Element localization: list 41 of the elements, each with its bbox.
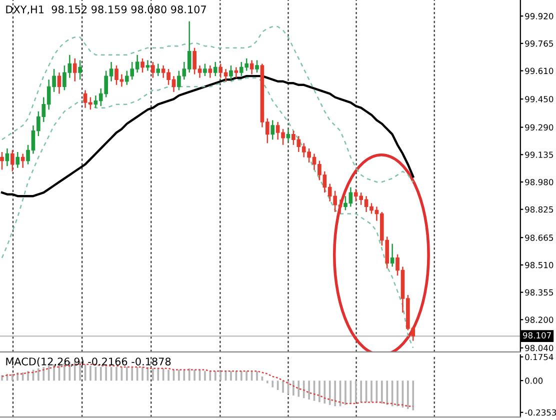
candlestick — [151, 61, 155, 78]
chart-title: MACD(12,26,9) -0.2166 -0.1878 — [6, 357, 171, 367]
candlestick — [0, 151, 4, 170]
candlestick — [213, 61, 218, 77]
candlestick — [16, 151, 20, 168]
candlestick — [72, 58, 77, 82]
y-tick-label: 98.825 — [525, 206, 554, 213]
y-tick-label: 98.510 — [525, 262, 554, 268]
y-tick-label: 98.200 — [525, 316, 554, 323]
candlestick — [208, 64, 212, 78]
candlestick — [229, 64, 233, 80]
line-series — [0, 74, 414, 198]
candlestick — [5, 148, 10, 167]
candlestick — [250, 60, 254, 75]
line-series — [1, 26, 414, 183]
y-tick-label: 99.450 — [525, 96, 554, 102]
y-tick-label: 0.1754 — [525, 354, 554, 360]
y-tick-label: -0.2353 — [524, 409, 556, 416]
chart-title: DXY,H1 98.152 98.159 98.080 98.107 — [6, 5, 206, 14]
y-tick-label: 99.920 — [525, 13, 554, 20]
y-tick-label: 99.135 — [525, 152, 554, 158]
y-tick-label: 0.00 — [525, 378, 543, 384]
candlestick — [78, 60, 82, 80]
candlestick — [390, 243, 394, 268]
candlestick — [140, 58, 144, 74]
candlestick — [234, 66, 238, 78]
y-tick-label: 99.290 — [525, 124, 554, 131]
ref-line-label: 98.107 — [523, 332, 551, 338]
candlestick — [270, 120, 275, 140]
line-series — [1, 77, 414, 349]
y-tick-label: 98.355 — [525, 289, 554, 296]
candlestick — [203, 63, 207, 77]
y-tick-label: 98.665 — [525, 234, 554, 241]
candlestick — [57, 72, 62, 94]
y-tick-label: 99.610 — [525, 68, 554, 74]
y-tick-label: 99.765 — [525, 40, 554, 47]
y-tick-label: 98.040 — [525, 344, 554, 352]
candlestick — [156, 63, 160, 77]
candlestick — [255, 60, 259, 74]
y-tick-label: 98.980 — [525, 178, 554, 186]
candlestick — [146, 60, 150, 72]
